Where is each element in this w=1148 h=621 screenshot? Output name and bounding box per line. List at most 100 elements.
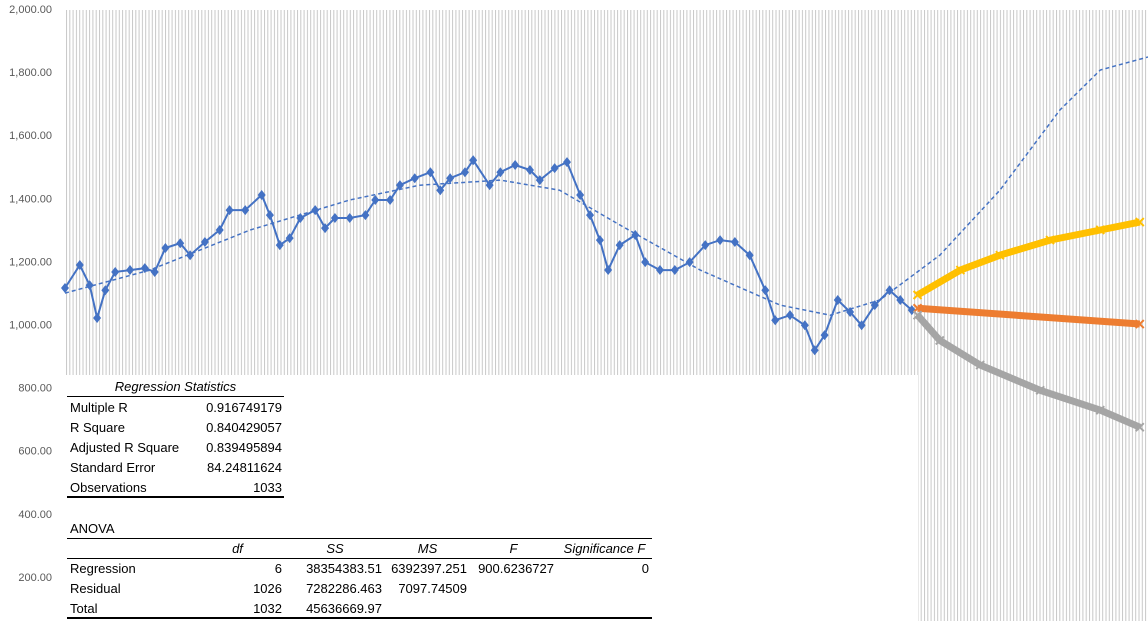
data-point [1135,319,1145,329]
data-point [1035,385,1045,396]
data-point [371,194,380,205]
table-cell: Observations [70,480,147,495]
data-point [436,185,445,196]
data-point [955,265,966,275]
data-point [846,307,855,318]
data-point [345,212,354,223]
regression-output: Regression Statistics Multiple R 0.916749… [65,375,918,621]
table-cell: 900.6236727 [478,561,554,576]
data-point [446,173,455,184]
y-tick-label: 200.00 [18,572,52,584]
rule [67,496,284,498]
table-cell: 1026 [253,581,282,596]
table-cell: Regression [70,561,136,576]
data-point [912,310,923,320]
rule [67,558,652,559]
data-point [786,310,795,321]
data-point [576,189,585,200]
data-point [93,313,102,324]
data-point [995,250,1005,260]
data-point [896,295,905,306]
rule [67,396,284,397]
data-point [975,360,985,370]
data-point [225,205,234,216]
y-tick-label: 1,400.00 [9,193,52,205]
data-point [285,233,294,244]
data-point [469,155,478,166]
data-point [150,266,159,277]
data-point [912,303,923,313]
data-point [771,315,780,326]
data-point [176,238,185,249]
data-point [820,330,829,341]
data-point [595,235,604,246]
table-cell: 45636669.97 [306,601,382,616]
data-point [525,165,534,176]
table-cell: 84.24811624 [207,460,282,475]
data-point [885,285,894,296]
data-point [275,240,284,251]
data-point [1095,225,1105,235]
data-point [330,212,339,223]
data-point [586,210,595,221]
table-title: Regression Statistics [114,379,237,394]
data-point [395,180,404,191]
table-cell: 7097.74509 [398,581,467,596]
table-cell: F [509,541,518,556]
data-point [857,320,866,331]
data-point [61,283,69,294]
table-cell: Standard Error [70,460,156,475]
table-title: ANOVA [70,521,115,536]
data-point [241,205,250,216]
table-cell: Significance F [563,541,646,556]
table-cell: SS [326,541,344,556]
table-cell: 1033 [253,480,282,495]
table-cell: 38354383.51 [306,561,382,576]
data-point [257,189,266,200]
series-line [917,304,1141,328]
table-cell: 7282286.463 [306,581,382,596]
data-point [386,194,395,205]
table-cell: Adjusted R Square [70,440,180,455]
data-point [604,265,613,276]
data-point [730,236,739,247]
table-cell: 0.839495894 [206,440,282,455]
data-point [685,257,694,268]
data-point [1095,405,1105,415]
data-point [912,290,923,300]
data-point [615,240,624,251]
table-cell: 6392397.251 [391,561,467,576]
data-point [1135,217,1145,227]
data-point [641,257,650,268]
data-point [101,285,110,296]
table-cell: 0.916749179 [206,400,282,415]
data-point [716,235,725,246]
data-point [562,157,571,168]
data-point [935,335,945,346]
data-point [1135,422,1145,432]
table-cell: Total [70,601,98,616]
data-point [833,295,842,306]
table-cell: df [232,541,243,556]
table-cell: Residual [70,581,121,596]
data-point [496,167,505,178]
series-line [64,56,1148,316]
data-point [511,159,520,170]
data-point [311,205,320,216]
data-point [426,167,435,178]
table-cell: 6 [274,561,282,576]
data-point [745,250,754,261]
table-cell: Multiple R [70,400,128,415]
data-point [761,285,770,296]
data-point [460,167,469,178]
data-point [410,173,419,184]
y-tick-label: 400.00 [18,509,52,521]
series-line [915,218,1141,299]
data-point [321,223,330,234]
data-point [535,175,544,186]
data-point [265,210,274,221]
table-cell: R Square [70,420,125,435]
data-point [670,265,679,276]
y-tick-label: 1,600.00 [9,130,52,142]
